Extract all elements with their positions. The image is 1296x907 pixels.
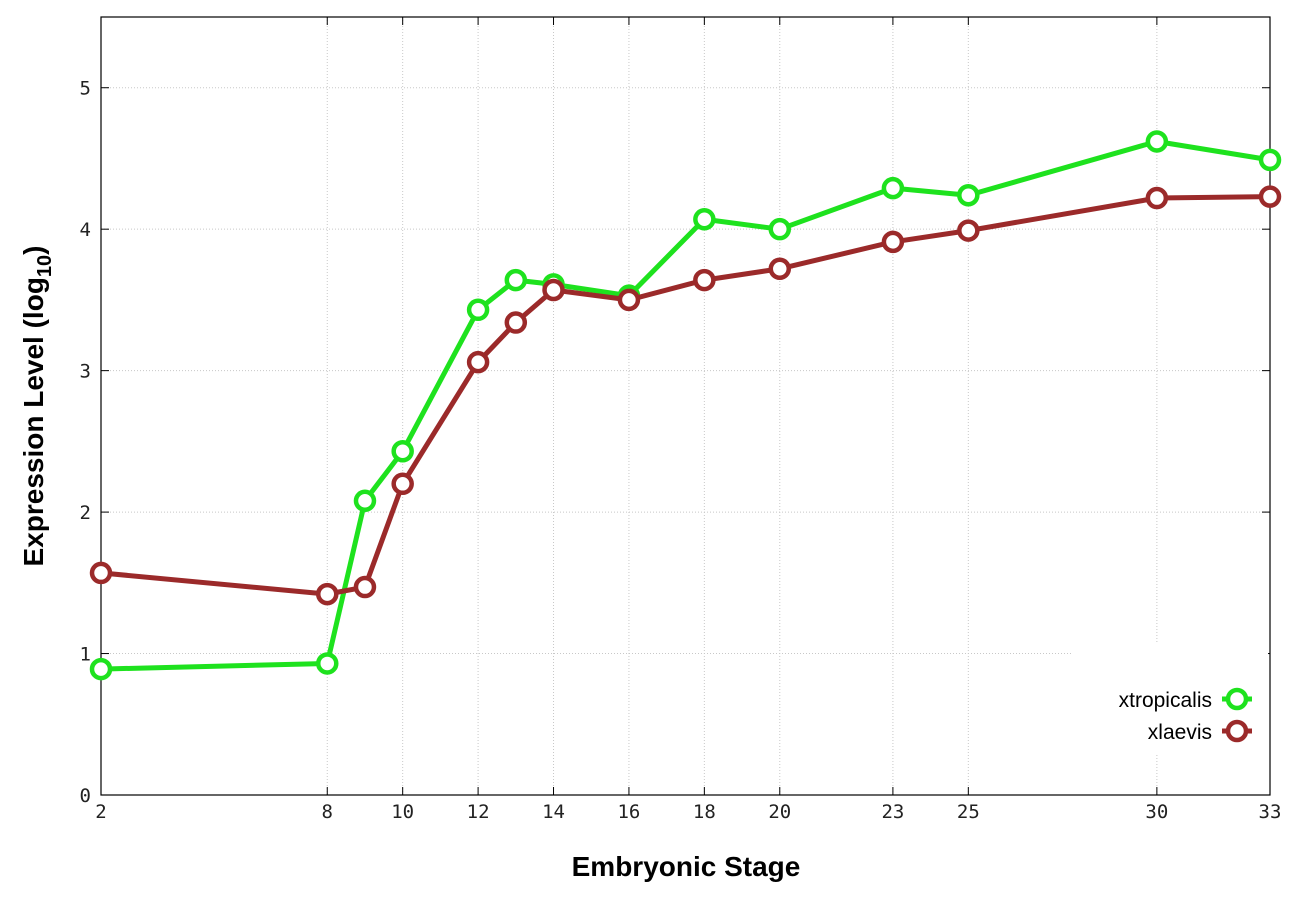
data-point-xtropicalis xyxy=(466,298,490,322)
series-xlaevis xyxy=(89,185,1282,606)
y-tick-label: 1 xyxy=(80,644,91,666)
data-point-xlaevis xyxy=(768,257,792,281)
x-tick-label: 30 xyxy=(1145,801,1168,823)
x-tick-label: 8 xyxy=(322,801,333,823)
legend-label: xtropicalis xyxy=(1119,689,1212,712)
data-point-xlaevis xyxy=(353,575,377,599)
y-tick-label: 5 xyxy=(80,78,91,100)
data-point-xlaevis xyxy=(1145,186,1169,210)
data-point-xlaevis xyxy=(881,230,905,254)
data-point-xlaevis xyxy=(89,561,113,585)
series-xtropicalis xyxy=(89,130,1282,681)
y-tick-label: 4 xyxy=(80,219,91,241)
data-point-xlaevis xyxy=(957,219,980,242)
data-point-xlaevis xyxy=(466,350,490,374)
data-point-xlaevis xyxy=(542,278,565,302)
data-point-xtropicalis xyxy=(693,208,716,231)
data-point-xlaevis xyxy=(391,472,414,496)
y-axis-title-close: ) xyxy=(18,246,49,255)
x-tick-label: 2 xyxy=(95,801,106,823)
x-tick-label: 10 xyxy=(391,801,414,823)
data-point-xtropicalis xyxy=(1145,130,1169,153)
data-point-xtropicalis xyxy=(504,268,528,292)
x-tick-label: 14 xyxy=(542,801,565,823)
x-tick-label: 25 xyxy=(957,801,980,823)
data-point-xtropicalis xyxy=(89,657,113,681)
legend-swatch-marker xyxy=(1225,719,1249,743)
plot-frame xyxy=(100,16,1271,796)
x-axis-title: Embryonic Stage xyxy=(572,851,801,882)
y-tick-label: 2 xyxy=(80,502,91,524)
data-point-xlaevis xyxy=(617,288,641,312)
data-point-xtropicalis xyxy=(957,183,980,207)
legend-swatch-marker xyxy=(1225,687,1249,711)
legend: xtropicalis xlaevis xyxy=(1072,643,1268,755)
data-point-xtropicalis xyxy=(881,176,905,200)
x-tick-label: 12 xyxy=(467,801,490,823)
series-line-xlaevis xyxy=(100,194,1271,597)
y-axis-title: Expression Level (log10) xyxy=(18,246,56,567)
y-axis-title-main: Expression Level (log xyxy=(18,277,49,566)
data-point-xlaevis xyxy=(1258,185,1282,208)
x-tick-label: 18 xyxy=(693,801,716,823)
x-tick-label: 16 xyxy=(617,801,640,823)
data-point-xtropicalis xyxy=(768,217,792,241)
legend-label: xlaevis xyxy=(1148,721,1212,744)
x-tick-label: 20 xyxy=(768,801,791,823)
data-point-xtropicalis xyxy=(391,440,414,463)
data-point-xtropicalis xyxy=(1258,148,1282,172)
data-point-xlaevis xyxy=(504,311,528,334)
x-tick-label: 33 xyxy=(1259,801,1282,823)
data-point-xtropicalis xyxy=(353,489,377,513)
data-point-xlaevis xyxy=(316,582,339,606)
y-axis-title-subscript: 10 xyxy=(34,255,56,277)
series-layer xyxy=(89,130,1282,681)
y-tick-label: 0 xyxy=(80,785,91,807)
data-point-xtropicalis xyxy=(316,652,339,675)
x-tick-label: 23 xyxy=(881,801,904,823)
y-tick-label: 3 xyxy=(80,361,91,383)
data-point-xlaevis xyxy=(693,268,716,292)
